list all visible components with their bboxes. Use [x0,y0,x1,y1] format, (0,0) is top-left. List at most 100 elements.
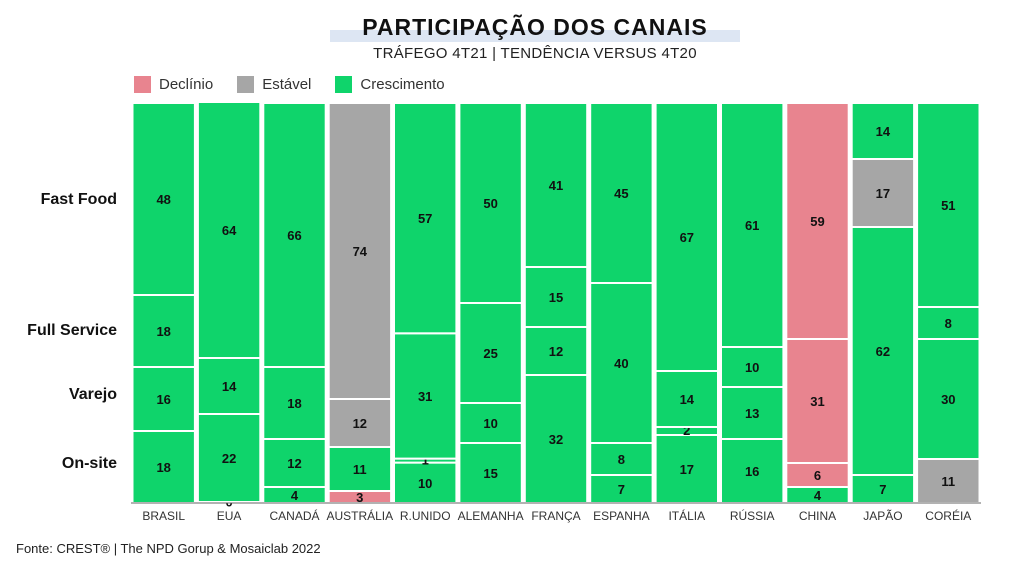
legend-label-crescimento: Crescimento [360,76,445,93]
bar-canada-fast-food [262,102,327,368]
data-label-china-fast-food: 59 [810,214,824,229]
bar-alemanha-full-service [458,302,523,404]
data-label-japao-full-service: 17 [876,186,890,201]
x-tick-label-espanha: ESPANHA [593,509,649,523]
bar-brasil-full-service [131,294,196,368]
bar-russia-on-site [720,438,785,504]
row-label-on-site: On-site [61,455,117,472]
data-label-australia-full-service: 12 [353,416,367,431]
data-label-r-unido-on-site: 10 [418,476,432,491]
data-label-franca-varejo: 12 [549,344,563,359]
data-label-japao-fast-food: 14 [876,124,891,139]
bar-espanha-varejo [589,442,654,476]
bar-italia-full-service [654,370,719,428]
x-tick-label-japao: JAPÃO [863,509,902,523]
data-label-russia-on-site: 16 [745,464,759,479]
data-label-coreia-on-site: 11 [941,474,955,489]
bar-japao-fast-food [850,102,916,160]
data-label-china-full-service: 31 [810,394,824,409]
bar-australia-varejo [327,446,393,492]
x-tick-label-china: CHINA [799,509,836,523]
bar-franca-fast-food [523,102,589,268]
source-note: Fonte: CREST® | The NPD Gorup & Mosaicla… [16,541,321,556]
row-label-varejo: Varejo [68,386,117,403]
data-label-espanha-on-site: 7 [618,482,625,497]
bar-canada-varejo [262,438,327,488]
bar-franca-varejo [523,326,589,376]
x-tick-label-italia: ITÁLIA [668,508,705,523]
x-tick-label-alemanha: ALEMANHA [458,509,524,523]
data-label-brasil-on-site: 18 [156,460,170,475]
chart-bars: 1816184802214644121866311127410131571510… [131,101,981,510]
x-tick-label-r-unido: R.UNIDO [400,509,451,523]
data-label-alemanha-on-site: 15 [483,466,497,481]
data-label-canada-fast-food: 66 [287,228,301,243]
data-label-espanha-fast-food: 45 [614,186,628,201]
bar-australia-full-service [327,398,393,448]
data-label-brasil-fast-food: 48 [156,192,170,207]
data-label-coreia-varejo: 30 [941,392,955,407]
legend-label-declinio: Declínio [159,76,214,93]
bar-italia-fast-food [654,102,719,372]
data-label-franca-on-site: 32 [549,432,563,447]
data-label-alemanha-full-service: 25 [483,346,497,361]
title-highlight [330,30,740,42]
data-label-brasil-full-service: 18 [156,324,170,339]
bar-espanha-full-service [589,282,654,444]
data-label-russia-varejo: 13 [745,406,759,421]
data-label-r-unido-varejo: 1 [422,453,429,468]
bar-russia-fast-food [720,102,785,348]
data-label-china-varejo: 6 [814,468,821,483]
data-label-italia-full-service: 14 [680,392,695,407]
legend-item-crescimento: Crescimento [335,76,445,93]
data-label-italia-fast-food: 67 [680,230,694,245]
row-label-fast-food: Fast Food [40,191,117,208]
legend-item-declinio: Declínio [134,76,213,93]
data-label-brasil-varejo: 16 [156,392,170,407]
row-label-full-service: Full Service [27,322,117,339]
data-label-r-unido-fast-food: 57 [418,211,432,226]
data-label-espanha-varejo: 8 [618,452,625,467]
data-label-australia-varejo: 11 [353,462,367,477]
x-tick-label-eua: EUA [217,509,242,523]
data-label-australia-on-site: 3 [356,490,363,505]
legend-label-estavel: Estável [262,76,312,93]
data-label-china-on-site: 4 [814,488,822,503]
data-label-eua-full-service: 14 [222,379,237,394]
x-tick-label-coreia: CORÉIA [925,508,971,523]
bar-japao-varejo [850,226,916,476]
x-tick-label-franca: FRANÇA [531,509,580,523]
bar-china-fast-food [785,102,850,340]
title-wrap: PARTICIPAÇÃO DOS CANAIS [330,14,740,41]
data-label-alemanha-fast-food: 50 [483,196,497,211]
data-label-eua-varejo: 22 [222,451,236,466]
bar-brasil-fast-food [131,102,196,296]
bar-australia-fast-food [327,102,393,400]
x-tick-label-canada: CANADÁ [269,508,319,523]
data-label-australia-fast-food: 74 [353,244,368,259]
data-label-japao-on-site: 7 [879,482,886,497]
data-label-espanha-full-service: 40 [614,356,628,371]
bar-franca-on-site [523,374,589,504]
legend: Declínio Estável Crescimento [134,76,469,93]
bar-espanha-fast-food [589,102,654,284]
bar-r-unido-fast-food [393,102,458,335]
data-label-russia-full-service: 10 [745,360,759,375]
legend-swatch-crescimento [335,76,353,93]
x-tick-label-brasil: BRASIL [142,509,185,523]
bar-eua-fast-food [196,101,262,359]
legend-item-estavel: Estável [237,76,311,93]
data-label-eua-fast-food: 64 [222,223,237,238]
data-label-canada-varejo: 12 [287,456,301,471]
bar-brasil-varejo [131,366,196,432]
bar-eua-varejo [196,413,262,503]
data-label-canada-full-service: 18 [287,396,301,411]
data-label-franca-fast-food: 41 [549,178,563,193]
legend-swatch-estavel [237,76,255,93]
data-label-japao-varejo: 62 [876,344,890,359]
bar-china-full-service [785,338,850,464]
data-label-r-unido-full-service: 31 [418,389,432,404]
x-tick-label-australia: AUSTRÁLIA [326,508,393,523]
data-label-italia-varejo: 2 [683,423,690,438]
